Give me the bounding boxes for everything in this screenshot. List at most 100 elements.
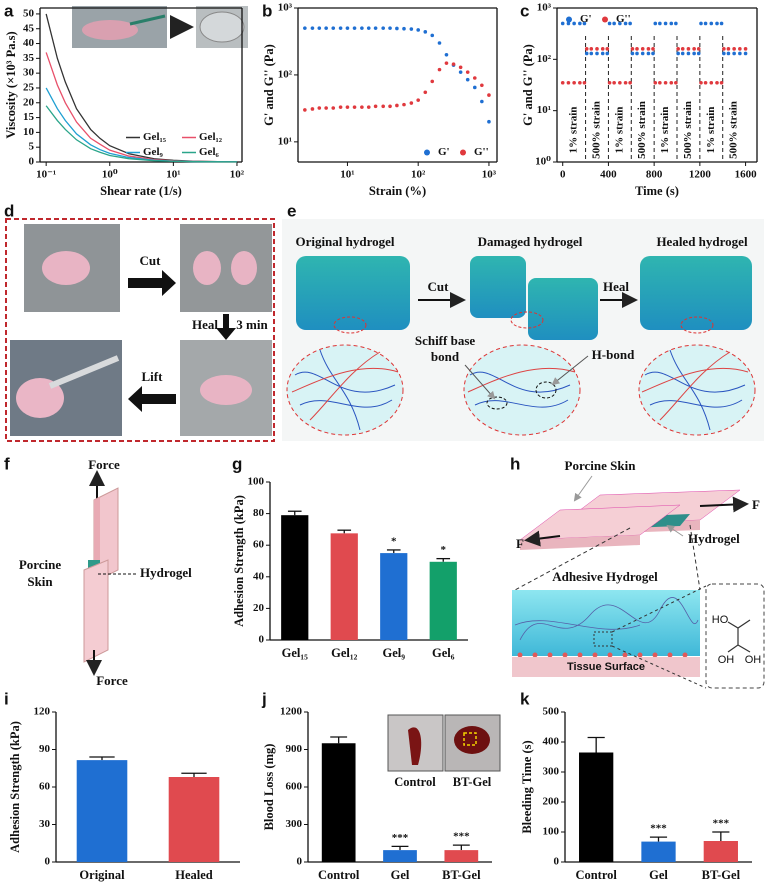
step-label: 1% strain	[613, 107, 625, 154]
y-tick-label: 15	[23, 111, 35, 123]
y-tick-label: 10²	[278, 68, 293, 80]
point	[663, 21, 668, 26]
point	[696, 51, 701, 56]
zoom-line	[611, 645, 707, 689]
x-tick-label: Healed	[175, 868, 213, 882]
y-tick-label: 40	[253, 570, 265, 582]
point	[635, 51, 639, 56]
bar	[429, 561, 457, 640]
bond-label: Schiff base	[415, 333, 476, 348]
panel-label: k	[520, 689, 530, 708]
x-tick-label: 10²	[411, 169, 426, 181]
point	[595, 51, 599, 56]
photo-tissue	[454, 726, 490, 754]
panel-label: f	[4, 454, 10, 473]
bar	[168, 777, 220, 862]
point	[653, 21, 658, 26]
point	[726, 47, 731, 51]
bond-label: bond	[431, 349, 460, 364]
significance: *	[441, 544, 447, 556]
point	[303, 26, 307, 30]
y-tick-label: 30	[39, 818, 51, 830]
force-label: Force	[96, 673, 128, 688]
y-tick-label: 40	[23, 37, 35, 49]
point	[600, 51, 605, 56]
bar	[380, 553, 408, 640]
point	[584, 47, 589, 51]
y-tick-label: 1200	[280, 706, 303, 718]
point	[658, 21, 662, 26]
point	[738, 51, 742, 56]
arrow-label: Cut	[428, 279, 450, 294]
point	[628, 21, 632, 26]
significance: ***	[453, 831, 470, 843]
point	[331, 106, 336, 110]
arrow	[699, 496, 749, 513]
point	[709, 80, 714, 85]
step-label: 1% strain	[705, 107, 717, 154]
pointer	[666, 524, 684, 537]
y-tick-label: 60	[253, 539, 265, 551]
point	[423, 90, 428, 95]
legend-swatch	[460, 149, 466, 156]
inset-photos: Control BT-Gel	[387, 714, 501, 789]
group-label: OH	[718, 654, 735, 666]
network	[467, 367, 576, 393]
x-tick-label: 0	[560, 169, 566, 181]
point	[572, 21, 576, 26]
point	[623, 80, 628, 85]
panel-label: a	[4, 1, 14, 20]
network	[641, 351, 749, 421]
point	[618, 21, 622, 26]
line	[45, 105, 237, 163]
point	[722, 47, 726, 51]
hydrogel-block	[512, 590, 700, 656]
x-axis-label: Strain (%)	[369, 184, 426, 198]
network	[291, 351, 399, 421]
photo-blood	[408, 727, 422, 765]
y-tick-label: 60	[39, 781, 51, 793]
point	[395, 26, 399, 31]
inset-photos	[72, 6, 248, 48]
y-tick-label: 10	[23, 126, 35, 138]
y-tick-label: 35	[23, 52, 35, 64]
x-tick-label: 800	[646, 169, 663, 181]
point	[640, 47, 645, 51]
significance: ***	[392, 832, 409, 844]
point	[381, 26, 385, 30]
zoom-line	[689, 524, 701, 591]
y-tick-label: 0	[554, 856, 560, 868]
legend-label: G'	[438, 146, 450, 158]
point	[310, 107, 315, 111]
y-tick-label: 10⁰	[535, 156, 551, 168]
photo-gel	[42, 251, 90, 285]
point	[669, 21, 674, 26]
point	[703, 80, 708, 85]
y-tick-label: 600	[286, 781, 303, 793]
point	[437, 67, 442, 72]
y-tick-label: 50	[23, 7, 35, 19]
point	[451, 62, 456, 66]
state-label: Damaged hydrogel	[478, 234, 583, 249]
chart: 0 30 60 90 120 Adhesion Strength (kPa) Origina…	[8, 706, 240, 882]
point	[715, 21, 719, 26]
point	[719, 80, 724, 85]
x-tick-label: Gel₁₅	[282, 646, 308, 660]
hydrogel-block	[296, 256, 410, 330]
point	[618, 80, 622, 85]
point	[651, 47, 655, 51]
panel-label: g	[232, 454, 242, 473]
point	[653, 80, 658, 85]
chart: 0 300 600 900 1200 Blood Loss (mg) Control Gel *…	[262, 706, 492, 882]
y-tick-label: 10³	[537, 2, 552, 14]
point	[612, 80, 616, 85]
point	[680, 47, 685, 51]
point	[719, 21, 724, 26]
bond-label: H-bond	[592, 347, 635, 362]
point	[743, 47, 748, 51]
tweezers	[48, 355, 120, 389]
point	[674, 21, 678, 26]
point	[589, 47, 594, 51]
point	[732, 51, 736, 56]
panel-label: d	[4, 201, 14, 220]
